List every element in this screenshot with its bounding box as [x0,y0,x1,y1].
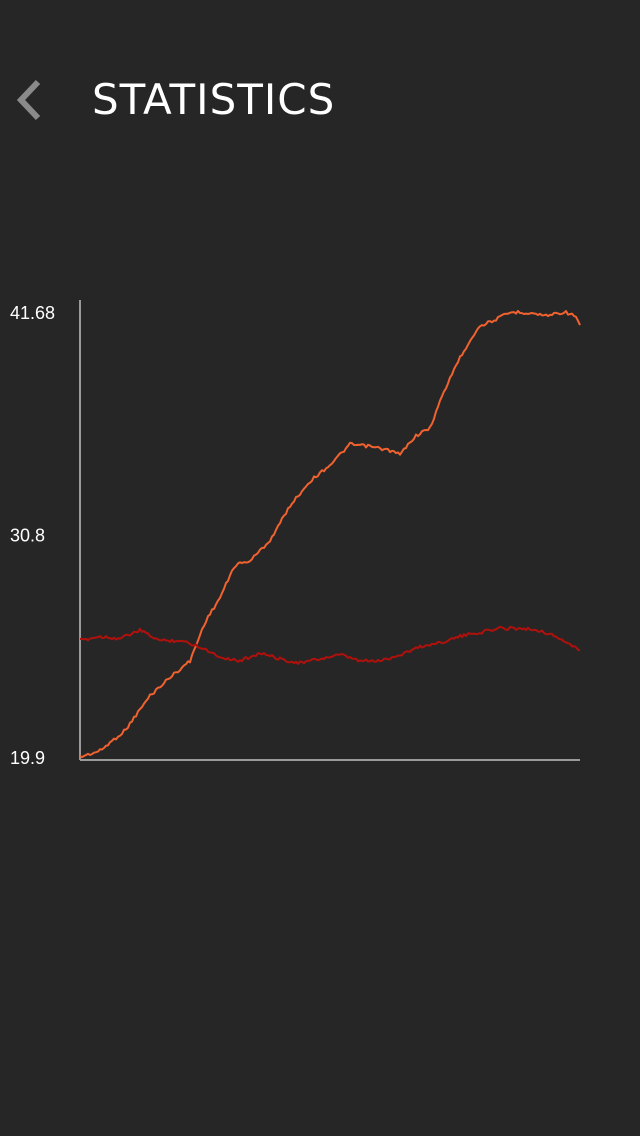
series-line-orange [79,309,581,759]
y-tick-label: 30.8 [10,525,45,545]
series-line-red [79,625,581,665]
header: STATISTICS [0,60,640,140]
page-title: STATISTICS [92,75,336,124]
y-tick-labels: 41.68 30.8 19.9 [10,303,55,768]
back-button[interactable] [10,76,54,124]
y-tick-label: 19.9 [10,748,45,768]
series-lines [79,309,581,759]
chevron-left-icon [16,79,41,121]
y-tick-label: 41.68 [10,303,55,323]
